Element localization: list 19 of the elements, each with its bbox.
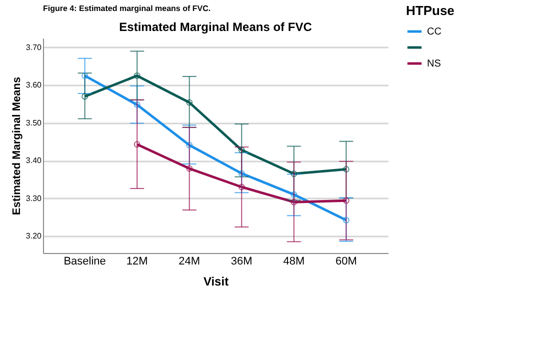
y-tick-label: 3.30 (26, 194, 42, 203)
legend-label: NS (427, 58, 442, 70)
x-tick-label: 24M (178, 256, 200, 268)
x-tick-label: 60M (335, 256, 357, 268)
x-tick-label: 12M (126, 256, 148, 268)
y-tick-label: 3.60 (26, 80, 42, 90)
y-tick-label: 3.20 (26, 232, 42, 241)
legend-title: HTPuse (406, 3, 454, 18)
x-axis-title: Visit (203, 274, 229, 288)
x-tick-label: 36M (230, 256, 252, 268)
y-axis-title: Estimated Marginal Means (10, 76, 23, 216)
x-tick-label: Baseline (64, 256, 106, 268)
caption: Figure 4: Estimated marginal means of FVC. (43, 4, 211, 13)
y-tick-label: 3.50 (26, 118, 42, 128)
y-tick-label: 3.40 (26, 156, 42, 166)
legend-label: CC (427, 26, 442, 38)
y-tick-label: 3.70 (26, 42, 42, 52)
x-tick-label: 48M (283, 256, 305, 268)
chart-title: Estimated Marginal Means of FVC (119, 20, 312, 34)
